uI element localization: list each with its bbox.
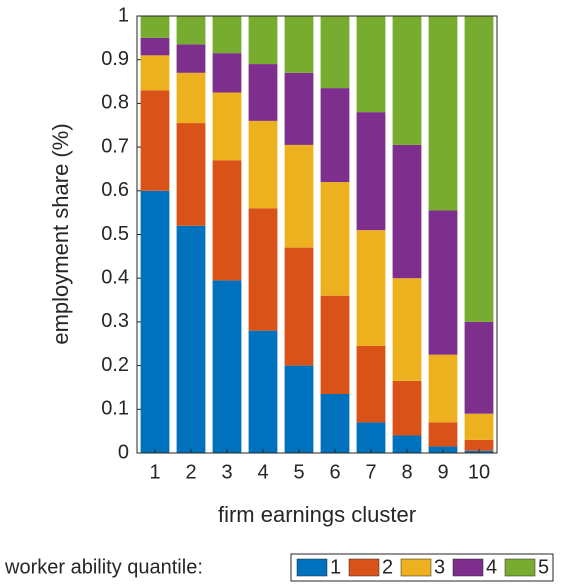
bar-segment — [176, 72, 206, 124]
y-tick-label: 0.8 — [101, 92, 129, 114]
bar-segment — [284, 365, 314, 453]
bar-segment — [392, 380, 422, 436]
bar-segment — [284, 16, 314, 73]
bar-segment — [464, 413, 494, 440]
legend-swatch — [452, 558, 484, 577]
y-tick-label: 0.4 — [101, 266, 129, 288]
bar-segment — [212, 53, 242, 93]
y-tick-label: 0.3 — [101, 310, 129, 332]
bar-segment — [176, 123, 206, 226]
x-axis-label: firm earnings cluster — [218, 502, 416, 527]
bar-segment — [464, 321, 494, 414]
bar-segment — [284, 144, 314, 248]
y-tick-label: 0 — [118, 441, 129, 463]
bar-segment — [428, 422, 458, 447]
y-tick-label: 0.9 — [101, 48, 129, 70]
bar-segment — [392, 278, 422, 381]
y-tick-label: 0.1 — [101, 398, 129, 420]
x-tick-label: 3 — [221, 461, 232, 483]
bar-segment — [176, 16, 206, 45]
bar-segment — [248, 64, 278, 121]
bar-segment — [320, 394, 350, 453]
bar-segment — [356, 16, 386, 113]
legend-swatch — [296, 558, 328, 577]
bar-segment — [140, 37, 170, 56]
bar-segment — [248, 208, 278, 331]
legend-label: 4 — [486, 556, 497, 578]
bar-segment — [392, 144, 422, 279]
bar-segment — [464, 16, 494, 322]
x-tick-label: 9 — [437, 461, 448, 483]
x-tick-label: 6 — [329, 461, 340, 483]
bar-segment — [320, 16, 350, 89]
x-tick-label: 4 — [257, 461, 268, 483]
bar-segment — [320, 88, 350, 183]
bar-segment — [320, 295, 350, 395]
bar-segment — [212, 280, 242, 453]
y-tick-label: 1 — [118, 4, 129, 26]
bar-segment — [140, 16, 170, 38]
y-tick-label: 0.2 — [101, 354, 129, 376]
legend-label: 3 — [434, 556, 445, 578]
bar-segment — [464, 439, 494, 451]
y-tick-label: 0.5 — [101, 223, 129, 245]
y-tick-label: 0.7 — [101, 135, 129, 157]
bar-segment — [248, 120, 278, 209]
bar-segment — [356, 345, 386, 423]
legend-label: 5 — [538, 556, 549, 578]
x-tick-label: 8 — [401, 461, 412, 483]
bar-segment — [320, 182, 350, 296]
bar-segment — [356, 422, 386, 453]
bar-segment — [428, 354, 458, 423]
bar-segment — [176, 44, 206, 73]
y-tick-label: 0.6 — [101, 179, 129, 201]
axes-box — [136, 15, 498, 454]
bar-segment — [212, 92, 242, 161]
legend-swatch — [400, 558, 432, 577]
bar-segment — [356, 112, 386, 231]
bar-segment — [284, 72, 314, 145]
bar-segment — [428, 16, 458, 211]
bar-segment — [356, 230, 386, 346]
legend-title: worker ability quantile: — [4, 556, 203, 578]
bar-segment — [248, 330, 278, 453]
x-tick-label: 2 — [185, 461, 196, 483]
bar-segment — [212, 16, 242, 54]
bar-segment — [392, 435, 422, 453]
bar-segment — [140, 55, 170, 91]
legend-swatch — [504, 558, 536, 577]
bar-segment — [212, 160, 242, 281]
x-tick-label: 10 — [468, 461, 490, 483]
legend-label: 1 — [330, 556, 341, 578]
x-tick-label: 5 — [293, 461, 304, 483]
bar-segment — [392, 16, 422, 145]
x-tick-label: 7 — [365, 461, 376, 483]
bar-segment — [140, 190, 170, 454]
legend-swatch — [348, 558, 380, 577]
bar-segment — [248, 16, 278, 65]
y-axis-label: employment share (%) — [48, 123, 73, 344]
legend-label: 2 — [382, 556, 393, 578]
bar-segment — [284, 247, 314, 366]
bar-segment — [176, 225, 206, 453]
bar-segment — [428, 210, 458, 355]
bar-segment — [140, 90, 170, 191]
x-tick-label: 1 — [149, 461, 160, 483]
